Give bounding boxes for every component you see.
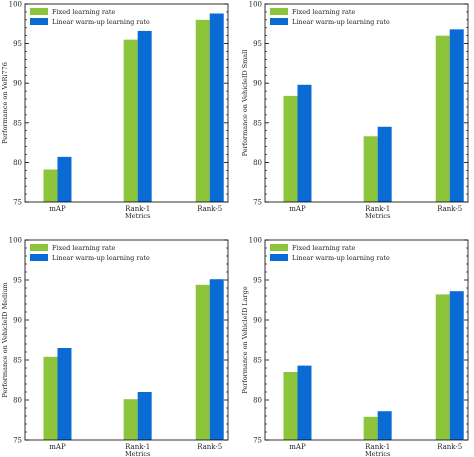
bar-rank1-series-1 <box>123 399 138 440</box>
chart-panel-4: 75 80 85 90 95 100 mAP Rank-1 Rank-5 Metrics Perfo… <box>241 237 469 457</box>
bar-rank1-series-2 <box>377 126 392 202</box>
y-tick-label: 90 <box>253 317 262 325</box>
x-tick-label: Rank-5 <box>197 443 222 451</box>
bar-rank1-series-2 <box>137 30 152 203</box>
y-tick-label: 80 <box>253 159 262 167</box>
axes-frame <box>264 3 469 203</box>
y-axis-label: Performance on VehicleID Medium <box>1 282 9 397</box>
y-axis-label: Performance on VehicleID Small <box>241 50 249 157</box>
x-axis-label: Metrics <box>365 450 390 457</box>
legend-label-1: Fixed learning rate <box>52 8 116 16</box>
y-tick-label: 85 <box>253 119 262 127</box>
x-tick-label: Rank-5 <box>197 205 222 213</box>
legend-swatch-2 <box>270 18 288 25</box>
legend-label-1: Fixed learning rate <box>292 244 356 252</box>
y-axis-label: Performance on VehicleID Large <box>241 286 249 393</box>
legend-swatch-1 <box>30 8 48 15</box>
legend-swatch-2 <box>30 254 48 261</box>
bar-rank1-series-1 <box>123 39 138 202</box>
y-tick-label: 100 <box>9 1 22 9</box>
legend-label-1: Fixed learning rate <box>292 8 356 16</box>
x-axis-label: Metrics <box>125 212 150 220</box>
y-tick-label: 100 <box>249 1 262 9</box>
bar-rank5-series-2 <box>209 13 224 203</box>
y-tick-label: 85 <box>13 119 22 127</box>
bar-rank5-series-1 <box>435 35 450 203</box>
y-tick-label: 95 <box>253 277 262 285</box>
legend: Fixed learning rate Linear warm-up learni… <box>30 8 150 26</box>
chart-panel-2: 75 80 85 90 95 100 mAP Rank-1 Rank-5 Metrics Perfo… <box>241 1 469 220</box>
y-tick-label: 75 <box>13 199 22 207</box>
legend-label-2: Linear warm-up learning rate <box>292 18 390 26</box>
y-tick-label: 85 <box>13 357 22 365</box>
legend-label-1: Fixed learning rate <box>52 244 116 252</box>
legend-swatch-2 <box>270 254 288 261</box>
axes-frame <box>24 3 229 203</box>
bar-map-series-1 <box>43 356 58 440</box>
y-tick-label: 95 <box>13 40 22 48</box>
bar-map-series-2 <box>57 156 72 202</box>
x-tick-label: Rank-1 <box>365 443 390 451</box>
x-axis-label: Metrics <box>365 212 390 220</box>
x-tick-label: Rank-1 <box>365 205 390 213</box>
bar-map-series-2 <box>297 365 312 440</box>
chart-panel-1: 75 80 85 90 95 100 mAP Rank-1 Rank-5 Metrics Perfo… <box>1 1 229 220</box>
chart-panel-3: 75 80 85 90 95 100 mAP Rank-1 Rank-5 Metrics Perfo… <box>1 237 229 457</box>
legend: Fixed learning rate Linear warm-up learni… <box>270 244 390 262</box>
y-tick-label: 100 <box>249 237 262 245</box>
bar-map-series-1 <box>283 372 298 440</box>
bar-rank5-series-2 <box>209 279 224 440</box>
x-tick-label: Rank-5 <box>437 443 462 451</box>
legend-swatch-2 <box>30 18 48 25</box>
x-tick-label: mAP <box>49 443 66 451</box>
axes-frame <box>24 239 229 441</box>
bar-map-series-1 <box>43 169 58 202</box>
legend-swatch-1 <box>30 244 48 251</box>
bar-rank1-series-1 <box>363 136 378 202</box>
bar-rank1-series-1 <box>363 416 378 440</box>
bar-rank5-series-1 <box>195 284 210 440</box>
y-tick-label: 85 <box>253 357 262 365</box>
x-tick-label: mAP <box>289 443 306 451</box>
legend: Fixed learning rate Linear warm-up learni… <box>30 244 150 262</box>
legend-label-2: Linear warm-up learning rate <box>292 254 390 262</box>
bar-rank5-series-2 <box>449 29 464 203</box>
legend-label-2: Linear warm-up learning rate <box>52 18 150 26</box>
y-tick-label: 95 <box>13 277 22 285</box>
bar-map-series-2 <box>297 84 312 202</box>
legend-swatch-1 <box>270 244 288 251</box>
y-tick-label: 100 <box>9 237 22 245</box>
y-tick-label: 90 <box>13 80 22 88</box>
y-tick-label: 90 <box>13 317 22 325</box>
y-tick-label: 80 <box>13 397 22 405</box>
x-tick-label: mAP <box>49 205 66 213</box>
y-axis-label: Performance on VeRi776 <box>1 62 9 144</box>
legend: Fixed learning rate Linear warm-up learni… <box>270 8 390 26</box>
bar-rank5-series-1 <box>195 19 210 203</box>
y-tick-label: 95 <box>253 40 262 48</box>
x-axis-label: Metrics <box>125 450 150 457</box>
x-tick-label: Rank-5 <box>437 205 462 213</box>
y-tick-label: 75 <box>253 437 262 445</box>
legend-label-2: Linear warm-up learning rate <box>52 254 150 262</box>
legend-swatch-1 <box>270 8 288 15</box>
x-tick-label: mAP <box>289 205 306 213</box>
axes-frame <box>264 239 469 441</box>
bar-rank5-series-1 <box>435 294 450 440</box>
x-tick-label: Rank-1 <box>125 205 150 213</box>
y-tick-label: 75 <box>253 199 262 207</box>
y-tick-label: 80 <box>13 159 22 167</box>
bar-map-series-1 <box>283 95 298 202</box>
y-tick-label: 90 <box>253 80 262 88</box>
bar-map-series-2 <box>57 348 72 440</box>
y-tick-label: 75 <box>13 437 22 445</box>
x-tick-label: Rank-1 <box>125 443 150 451</box>
bar-rank1-series-2 <box>137 392 152 440</box>
y-tick-label: 80 <box>253 397 262 405</box>
bar-rank5-series-2 <box>449 291 464 440</box>
bar-rank1-series-2 <box>377 411 392 440</box>
